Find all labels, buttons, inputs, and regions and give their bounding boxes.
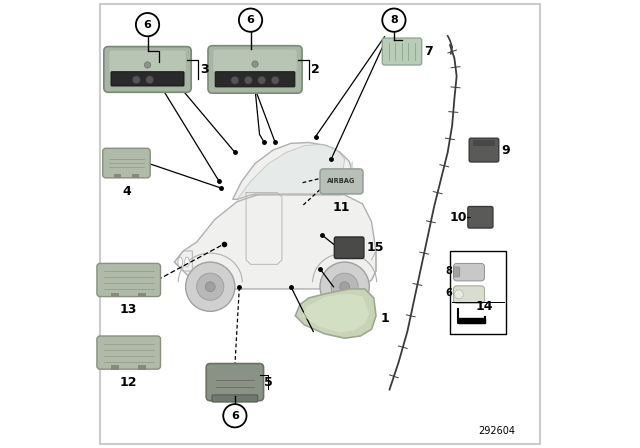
Circle shape [231,76,239,84]
FancyBboxPatch shape [111,365,119,370]
Circle shape [136,13,159,36]
Text: 3: 3 [200,63,209,76]
Text: AIRBAG: AIRBAG [327,178,356,185]
FancyBboxPatch shape [206,364,264,401]
Circle shape [331,273,358,300]
FancyBboxPatch shape [115,174,120,178]
Circle shape [382,9,406,32]
FancyBboxPatch shape [469,138,499,162]
FancyBboxPatch shape [382,38,422,65]
Circle shape [271,76,279,84]
Text: 12: 12 [120,376,138,389]
FancyBboxPatch shape [471,259,497,289]
Circle shape [146,76,154,84]
Text: 8: 8 [390,15,398,25]
Circle shape [132,76,140,84]
Circle shape [320,262,369,311]
Circle shape [252,61,258,67]
FancyBboxPatch shape [132,174,138,178]
Circle shape [205,282,215,292]
Polygon shape [302,293,369,332]
Circle shape [244,76,252,84]
Circle shape [223,404,246,427]
Circle shape [186,262,235,311]
FancyBboxPatch shape [454,267,460,277]
Text: 1: 1 [380,311,389,325]
Text: 10: 10 [450,211,467,224]
Text: 13: 13 [120,303,138,316]
Ellipse shape [185,257,189,267]
FancyBboxPatch shape [138,293,146,297]
FancyBboxPatch shape [102,148,150,178]
FancyBboxPatch shape [450,251,506,334]
FancyBboxPatch shape [454,263,484,281]
Text: 15: 15 [367,241,384,254]
FancyBboxPatch shape [334,237,364,258]
Text: 11: 11 [333,201,350,214]
FancyBboxPatch shape [215,72,295,87]
Text: 5: 5 [264,375,273,389]
Text: 2: 2 [311,63,320,76]
Circle shape [145,62,150,68]
Circle shape [239,9,262,32]
Text: 8: 8 [445,266,452,276]
FancyBboxPatch shape [109,51,186,72]
FancyBboxPatch shape [213,50,297,72]
Text: 6: 6 [231,411,239,421]
FancyBboxPatch shape [212,395,258,402]
FancyBboxPatch shape [104,47,191,92]
FancyBboxPatch shape [138,365,146,370]
Text: 292604: 292604 [479,426,515,436]
Text: 7: 7 [424,45,433,58]
Polygon shape [296,289,376,338]
Polygon shape [344,161,353,190]
Text: 6: 6 [445,289,452,298]
Text: 4: 4 [122,185,131,198]
FancyBboxPatch shape [320,169,363,194]
Circle shape [340,282,349,292]
Text: 6: 6 [246,15,255,25]
Polygon shape [232,142,353,199]
Polygon shape [174,193,376,289]
FancyBboxPatch shape [111,72,184,86]
FancyBboxPatch shape [454,286,484,303]
Text: 14: 14 [476,300,493,313]
FancyBboxPatch shape [473,140,495,146]
Circle shape [196,273,224,300]
FancyBboxPatch shape [111,293,119,297]
FancyBboxPatch shape [468,207,493,228]
FancyBboxPatch shape [481,286,487,293]
FancyBboxPatch shape [97,263,161,297]
FancyBboxPatch shape [208,46,302,93]
Ellipse shape [178,257,182,267]
Polygon shape [458,318,485,323]
Text: 9: 9 [502,143,510,157]
Circle shape [454,290,463,299]
Circle shape [258,76,266,84]
Text: 6: 6 [143,20,152,30]
FancyBboxPatch shape [97,336,161,369]
Polygon shape [237,144,344,199]
